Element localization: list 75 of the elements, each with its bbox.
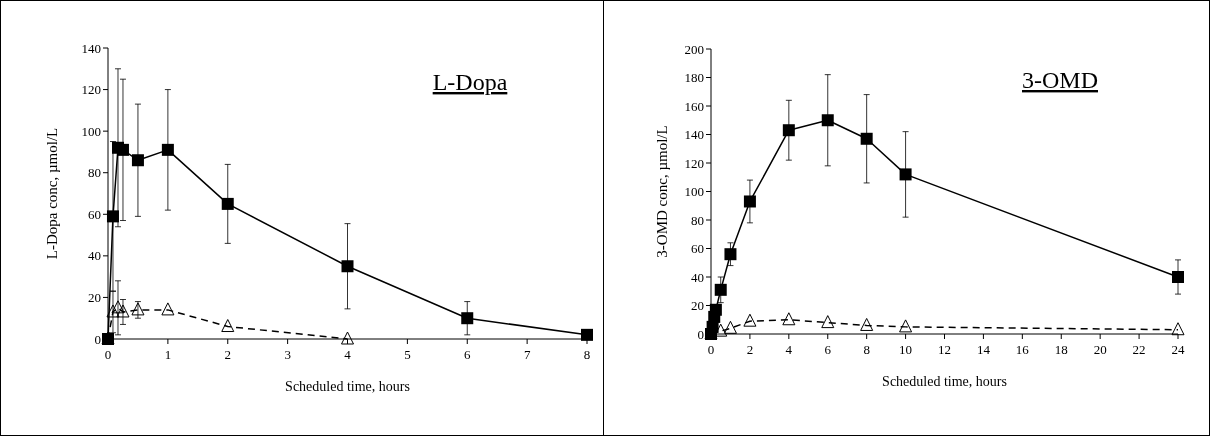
y-tick-label: 100 bbox=[684, 184, 704, 200]
x-tick-label: 8 bbox=[863, 342, 870, 357]
x-tick-label: 24 bbox=[1171, 342, 1185, 357]
point bbox=[221, 197, 234, 210]
x-tick-label: 4 bbox=[344, 347, 352, 362]
point bbox=[116, 143, 129, 156]
point bbox=[821, 315, 835, 329]
y-tick-label: 100 bbox=[81, 123, 101, 139]
y-tick-label: 20 bbox=[691, 298, 704, 314]
y-tick-label: 0 bbox=[94, 331, 101, 347]
y-tick-label: 20 bbox=[88, 289, 101, 305]
point bbox=[116, 304, 130, 318]
point bbox=[899, 319, 913, 333]
text: L-Dopa bbox=[432, 69, 508, 95]
point bbox=[714, 283, 727, 296]
point bbox=[860, 317, 874, 331]
x-tick-label: 8 bbox=[583, 347, 591, 362]
point bbox=[461, 312, 474, 325]
point bbox=[724, 248, 737, 261]
y-tick-label: 140 bbox=[81, 40, 101, 56]
point bbox=[1172, 271, 1184, 283]
point bbox=[111, 300, 125, 314]
point bbox=[341, 331, 354, 345]
y-tick-label: 40 bbox=[88, 248, 101, 264]
point bbox=[1171, 322, 1185, 336]
point bbox=[131, 154, 144, 167]
x-tick-label: 0 bbox=[104, 347, 112, 362]
point bbox=[341, 260, 354, 273]
x-tick-label: 20 bbox=[1093, 342, 1107, 357]
point bbox=[221, 319, 235, 333]
x-tick-label: 12 bbox=[938, 342, 951, 357]
x-tick-label: 14 bbox=[976, 342, 991, 357]
y-tick-label: 140 bbox=[684, 127, 704, 143]
point bbox=[860, 132, 873, 145]
x-tick-label: 18 bbox=[1054, 342, 1068, 357]
y-tick-label: 200 bbox=[684, 41, 704, 57]
x-tick-label: 3 bbox=[284, 347, 291, 362]
point bbox=[723, 320, 737, 334]
point bbox=[782, 124, 795, 137]
point bbox=[161, 143, 174, 156]
x-tick-label: 6 bbox=[464, 347, 471, 362]
y-tick-label: 180 bbox=[684, 70, 704, 86]
x-axis-title: Scheduled time, hours bbox=[285, 379, 410, 394]
x-tick-label: 1 bbox=[164, 347, 172, 362]
x-tick-label: 10 bbox=[899, 342, 913, 357]
y-axis-title: 3-OMD conc, µmol/L bbox=[654, 125, 670, 258]
y-tick-label: 80 bbox=[88, 165, 101, 181]
y-tick-label: 60 bbox=[691, 241, 704, 257]
x-tick-label: 4 bbox=[785, 342, 793, 357]
point bbox=[899, 168, 912, 181]
x-tick-label: 16 bbox=[1015, 342, 1030, 357]
y-tick-label: 60 bbox=[88, 206, 101, 222]
y-tick-label: 160 bbox=[684, 98, 704, 114]
x-tick-label: 2 bbox=[224, 347, 231, 362]
y-tick-label: 0 bbox=[697, 326, 704, 342]
point bbox=[743, 313, 757, 327]
point bbox=[743, 195, 756, 208]
y-tick-label: 120 bbox=[81, 82, 101, 98]
x-tick-label: 0 bbox=[707, 342, 715, 357]
y-tick-label: 80 bbox=[691, 212, 704, 228]
point bbox=[161, 302, 175, 316]
x-tick-label: 22 bbox=[1132, 342, 1146, 357]
point bbox=[581, 328, 593, 341]
y-tick-label: 120 bbox=[684, 155, 704, 171]
point bbox=[821, 114, 834, 127]
x-tick-label: 5 bbox=[404, 347, 411, 362]
y-axis-title: L-Dopa conc, µmol/L bbox=[44, 127, 60, 260]
point bbox=[106, 304, 120, 318]
x-axis-title: Scheduled time, hours bbox=[882, 374, 1007, 389]
x-tick-label: 7 bbox=[523, 347, 531, 362]
y-tick-label: 40 bbox=[691, 269, 704, 285]
x-tick-label: 6 bbox=[824, 342, 832, 357]
point bbox=[782, 312, 796, 326]
text: 3-OMD bbox=[1022, 67, 1098, 93]
x-tick-label: 2 bbox=[746, 342, 754, 357]
